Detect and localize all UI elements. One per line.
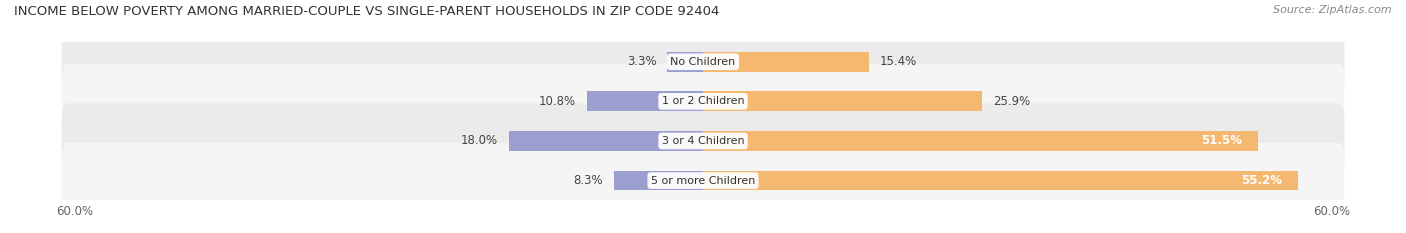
Bar [703, 131, 1258, 151]
Bar [703, 52, 869, 72]
Text: 18.0%: 18.0% [461, 134, 498, 147]
Text: 10.8%: 10.8% [538, 95, 576, 108]
Text: No Children: No Children [671, 57, 735, 67]
Bar [586, 92, 703, 111]
Text: 60.0%: 60.0% [56, 205, 93, 218]
FancyBboxPatch shape [62, 24, 1344, 99]
Text: 51.5%: 51.5% [1201, 134, 1241, 147]
Bar [509, 131, 703, 151]
Bar [668, 52, 703, 72]
Bar [703, 92, 983, 111]
Text: 55.2%: 55.2% [1241, 174, 1282, 187]
Bar [703, 171, 1298, 191]
Text: 25.9%: 25.9% [993, 95, 1031, 108]
Text: 15.4%: 15.4% [880, 55, 917, 68]
Text: INCOME BELOW POVERTY AMONG MARRIED-COUPLE VS SINGLE-PARENT HOUSEHOLDS IN ZIP COD: INCOME BELOW POVERTY AMONG MARRIED-COUPL… [14, 5, 720, 18]
Bar [613, 171, 703, 191]
Text: 8.3%: 8.3% [574, 174, 603, 187]
FancyBboxPatch shape [62, 103, 1344, 179]
FancyBboxPatch shape [62, 143, 1344, 218]
Text: 1 or 2 Children: 1 or 2 Children [662, 96, 744, 106]
Text: 3.3%: 3.3% [627, 55, 657, 68]
Text: 3 or 4 Children: 3 or 4 Children [662, 136, 744, 146]
Text: Source: ZipAtlas.com: Source: ZipAtlas.com [1274, 5, 1392, 15]
FancyBboxPatch shape [62, 64, 1344, 139]
Legend: Married Couples, Single Parents: Married Couples, Single Parents [583, 230, 823, 233]
Text: 5 or more Children: 5 or more Children [651, 176, 755, 185]
Text: 60.0%: 60.0% [1313, 205, 1350, 218]
